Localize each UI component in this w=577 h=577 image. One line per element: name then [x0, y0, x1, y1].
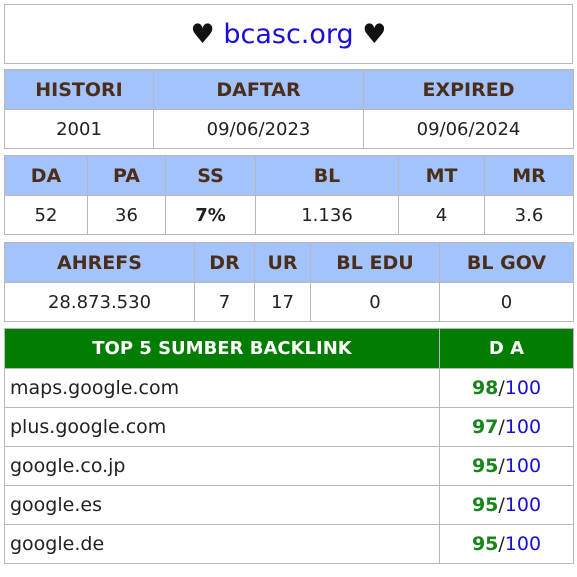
- header-bl-edu: BL EDU: [310, 242, 440, 283]
- value-daftar: 09/06/2023: [153, 109, 364, 149]
- backlink-source[interactable]: google.co.jp: [4, 446, 440, 486]
- table-row: google.es 95/100: [4, 485, 574, 525]
- backlink-source[interactable]: maps.google.com: [4, 368, 440, 408]
- backlink-source[interactable]: google.de: [4, 524, 440, 564]
- backlink-da: 95/100: [439, 446, 574, 486]
- backlinks-table: TOP 5 SUMBER BACKLINK D A maps.google.co…: [4, 328, 574, 564]
- header-da: DA: [4, 155, 88, 196]
- domain-name[interactable]: bcasc.org: [223, 18, 354, 50]
- header-backlink-da: D A: [439, 328, 574, 369]
- header-bl-gov: BL GOV: [439, 242, 574, 283]
- value-mt: 4: [398, 195, 485, 235]
- header-daftar: DAFTAR: [153, 69, 364, 110]
- header-ahrefs: AHREFS: [4, 242, 195, 283]
- table-row: maps.google.com 98/100: [4, 368, 574, 408]
- table-row: google.de 95/100: [4, 524, 574, 564]
- registration-table: HISTORI DAFTAR EXPIRED 2001 09/06/2023 0…: [4, 69, 574, 149]
- value-bl: 1.136: [255, 195, 399, 235]
- backlink-source[interactable]: google.es: [4, 485, 440, 525]
- metrics-table: DA PA SS BL MT MR 52 36 7% 1.136 4 3.6: [4, 155, 574, 235]
- value-da: 52: [4, 195, 88, 235]
- header-mt: MT: [398, 155, 485, 196]
- backlink-da: 98/100: [439, 368, 574, 408]
- header-expired: EXPIRED: [363, 69, 574, 110]
- table-row: google.co.jp 95/100: [4, 446, 574, 486]
- ahrefs-table: AHREFS DR UR BL EDU BL GOV 28.873.530 7 …: [4, 242, 574, 322]
- backlink-da: 97/100: [439, 407, 574, 447]
- heart-left-icon: ♥: [190, 18, 215, 50]
- title-box: ♥ bcasc.org ♥: [4, 4, 573, 64]
- header-top-sources: TOP 5 SUMBER BACKLINK: [4, 328, 440, 369]
- backlink-source[interactable]: plus.google.com: [4, 407, 440, 447]
- header-ss: SS: [165, 155, 256, 196]
- value-bl-edu: 0: [310, 282, 440, 322]
- backlink-da: 95/100: [439, 524, 574, 564]
- backlink-da: 95/100: [439, 485, 574, 525]
- value-mr: 3.6: [484, 195, 574, 235]
- value-dr: 7: [194, 282, 255, 322]
- value-histori: 2001: [4, 109, 154, 149]
- value-ss: 7%: [165, 195, 256, 235]
- heart-right-icon: ♥: [362, 18, 387, 50]
- header-ur: UR: [254, 242, 311, 283]
- value-ur: 17: [254, 282, 311, 322]
- value-pa: 36: [87, 195, 166, 235]
- value-bl-gov: 0: [439, 282, 574, 322]
- site-title: ♥ bcasc.org ♥: [4, 4, 573, 64]
- value-expired: 09/06/2024: [363, 109, 574, 149]
- header-dr: DR: [194, 242, 255, 283]
- header-bl: BL: [255, 155, 399, 196]
- header-pa: PA: [87, 155, 166, 196]
- value-ahrefs: 28.873.530: [4, 282, 195, 322]
- header-mr: MR: [484, 155, 574, 196]
- table-row: plus.google.com 97/100: [4, 407, 574, 447]
- header-histori: HISTORI: [4, 69, 154, 110]
